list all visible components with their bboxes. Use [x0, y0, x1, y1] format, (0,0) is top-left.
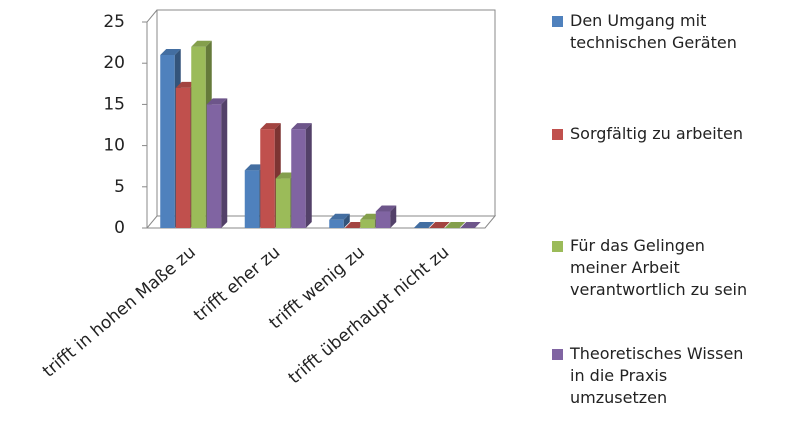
legend-item: Theoretisches Wissen in die Praxis umzus… [552, 343, 755, 409]
side-wall [146, 9, 158, 228]
bar-side [305, 123, 312, 228]
bar [344, 222, 366, 228]
bar-top [429, 222, 450, 228]
bar-top [244, 164, 266, 171]
bar-top [444, 222, 466, 228]
bar [375, 205, 397, 228]
bar-front [260, 129, 275, 228]
bar-front [175, 87, 191, 228]
bar [444, 222, 466, 228]
bar-top [291, 123, 312, 130]
y-tick-label: 15 [103, 94, 125, 114]
bar-top [191, 40, 212, 47]
x-tick-label: trifft überhaupt nicht zu [285, 242, 453, 388]
bar-top [260, 123, 281, 130]
bar [460, 222, 481, 228]
legend-label: Den Umgang mit technischen Geräten [570, 11, 737, 52]
bar-top [344, 222, 366, 228]
bar [291, 123, 312, 228]
legend-swatch [552, 241, 563, 252]
bar-top [175, 81, 197, 88]
x-tick-label: trifft in hohen Maße zu [39, 242, 200, 381]
legend-swatch [552, 349, 563, 360]
bar-top [206, 98, 228, 105]
bar-front [160, 54, 175, 229]
bar-top [375, 205, 397, 212]
y-tick-label: 20 [103, 53, 125, 73]
legend-swatch [552, 16, 563, 27]
bar-front [329, 219, 344, 228]
legend-item: Den Umgang mit technischen Geräten [552, 10, 755, 54]
bar-top [160, 48, 181, 55]
bar [206, 98, 228, 229]
bar-side [221, 98, 228, 229]
bar-front [375, 211, 391, 228]
bar-front [244, 170, 260, 228]
bar-top [360, 213, 381, 220]
bar-top [329, 213, 350, 220]
legend-label: Für das Gelingen meiner Arbeit verantwor… [570, 236, 748, 299]
bar-front [360, 219, 375, 228]
legend-label: Sorgfältig zu arbeiten [570, 124, 743, 143]
legend-swatch [552, 129, 563, 140]
bar-front [275, 178, 291, 228]
bar [413, 222, 435, 228]
bar-front [191, 46, 206, 228]
y-tick-label: 5 [114, 177, 125, 197]
bar [329, 213, 350, 228]
bar-top [460, 222, 481, 228]
legend-item: Für das Gelingen meiner Arbeit verantwor… [552, 235, 755, 301]
y-tick-label: 10 [103, 136, 125, 156]
bar-top [413, 222, 435, 228]
bar-side [343, 213, 350, 228]
y-tick-label: 0 [114, 218, 125, 238]
back-wall [156, 9, 496, 216]
bar-front [291, 129, 306, 228]
bar-side [390, 205, 397, 228]
legend-item: Sorgfältig zu arbeiten [552, 123, 755, 145]
bar-top [275, 172, 297, 179]
bar [429, 222, 450, 228]
bar-front [206, 104, 222, 228]
y-tick-label: 25 [103, 12, 125, 32]
legend-label: Theoretisches Wissen in die Praxis umzus… [570, 344, 744, 407]
